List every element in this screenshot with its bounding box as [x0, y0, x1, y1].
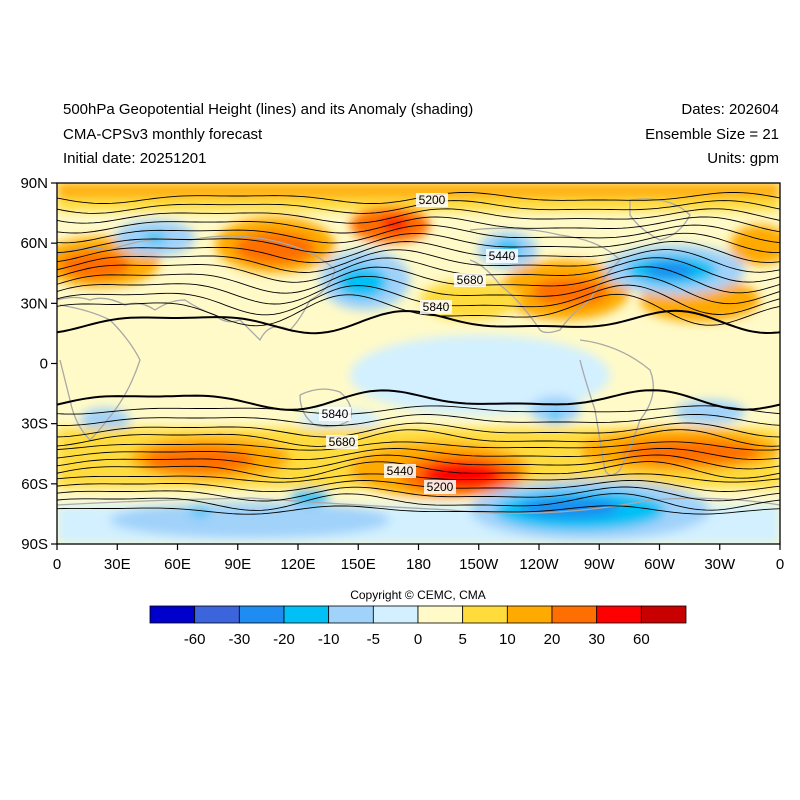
contour-label: 5440: [387, 464, 414, 478]
colorbar-label: -30: [228, 631, 250, 648]
lon-tick-label: 30W: [704, 556, 736, 573]
lat-tick-label: 90N: [20, 175, 48, 192]
lon-tick-label: 120E: [280, 556, 315, 573]
contour-label: 5200: [427, 480, 454, 494]
lon-tick-label: 30E: [104, 556, 131, 573]
lat-tick-label: 60N: [20, 235, 48, 252]
lon-tick-label: 180: [406, 556, 431, 573]
colorbar-swatch: [328, 605, 374, 624]
colorbar-swatch: [372, 605, 419, 624]
colorbar-swatch: [640, 605, 687, 624]
units-label: Units: gpm: [707, 150, 779, 167]
ensemble-size: Ensemble Size = 21: [645, 126, 779, 143]
copyright-text: Copyright © CEMC, CMA: [350, 588, 486, 602]
forecast-dates: Dates: 202604: [681, 101, 779, 118]
colorbar-swatch: [551, 605, 598, 624]
contour-label: 5440: [489, 249, 516, 263]
lon-tick-label: 90E: [224, 556, 251, 573]
height-contours: [57, 192, 780, 515]
lon-tick-label: 60W: [644, 556, 676, 573]
lon-tick-label: 120W: [519, 556, 559, 573]
colorbar-label: -20: [273, 631, 295, 648]
colorbar-label: 10: [499, 631, 516, 648]
map-title: 500hPa Geopotential Height (lines) and i…: [63, 101, 474, 118]
colorbar-swatch: [238, 605, 285, 624]
colorbar-swatch: [417, 605, 464, 624]
latitude-axis: 90N 60N 30N 0 30S 60S 90S: [20, 175, 57, 553]
colorbar-label: -10: [318, 631, 340, 648]
lon-tick-label: 150E: [341, 556, 376, 573]
colorbar-label: 30: [588, 631, 605, 648]
colorbar-swatch: [283, 605, 330, 624]
contour-label: 5840: [423, 300, 450, 314]
contour-label: 5680: [329, 435, 356, 449]
colorbar-label: -60: [184, 631, 206, 648]
lon-tick-label: 0: [53, 556, 61, 573]
lat-tick-label: 60S: [21, 476, 48, 493]
contour-label: 5680: [457, 273, 484, 287]
initial-date: Initial date: 20251201: [63, 150, 207, 167]
lon-tick-label: 90W: [584, 556, 616, 573]
colorbar-swatch: [506, 605, 553, 624]
colorbar-label: 60: [633, 631, 650, 648]
lon-tick-label: 150W: [459, 556, 499, 573]
contour-label: 5840: [322, 407, 349, 421]
anomaly-shading: [57, 183, 780, 544]
colorbar-label: -5: [367, 631, 380, 648]
colorbar-swatch: [194, 605, 240, 624]
contour-labels: 5200 5440 5680 5840 5840 5680 5440 5200: [319, 193, 518, 494]
colorbar-label: 20: [544, 631, 561, 648]
colorbar-label: 0: [414, 631, 422, 648]
contour-label: 5200: [419, 193, 446, 207]
model-name: CMA-CPSv3 monthly forecast: [63, 126, 263, 143]
longitude-axis: 0 30E 60E 90E 120E 150E 180 150W 120W 90W 60W 30W 0: [53, 544, 784, 573]
colorbar-swatch: [596, 605, 642, 624]
lat-tick-label: 0: [40, 356, 48, 373]
lat-tick-label: 30S: [21, 416, 48, 433]
colorbar-swatch: [149, 605, 196, 624]
lat-tick-label: 30N: [20, 295, 48, 312]
colorbar-label: 5: [458, 631, 466, 648]
lat-tick-label: 90S: [21, 536, 48, 553]
lon-tick-label: 0: [776, 556, 784, 573]
colorbar-swatch: [462, 605, 508, 624]
colorbar: -60 -30 -20 -10 -5 0 5 10 20 30 60: [149, 605, 687, 648]
lon-tick-label: 60E: [164, 556, 191, 573]
